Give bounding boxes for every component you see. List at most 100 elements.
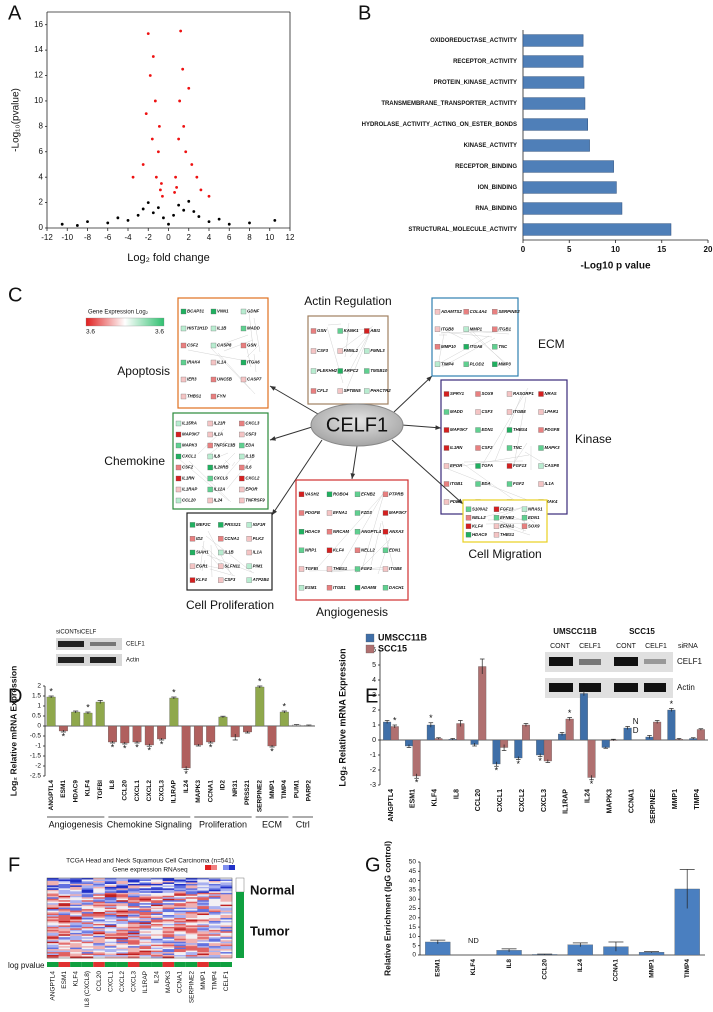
gene-label: CXCL1 (107, 971, 114, 992)
heatmap-cell (151, 929, 163, 932)
heatmap-cell (162, 903, 175, 905)
heatmap-cell (70, 901, 82, 904)
gene-label: EFNB2 (361, 491, 376, 496)
heatmap-cell (139, 935, 152, 938)
heatmap-cell (81, 910, 94, 913)
heatmap-cell (139, 919, 152, 922)
gene-label: EFNA1 (333, 510, 348, 515)
category-label: IL24 (577, 959, 584, 972)
heatmap-cell (81, 935, 94, 938)
heatmap-cell (81, 931, 94, 934)
significance-mark: * (582, 682, 586, 692)
heatmap-cell (197, 937, 210, 940)
heatmap-cell (93, 882, 106, 885)
gene-label: TMSB10 (370, 368, 388, 373)
heatmap-cell (208, 920, 221, 923)
point (136, 213, 140, 217)
edge (253, 317, 261, 353)
point (146, 201, 150, 204)
gene-node (493, 515, 500, 521)
gene-label: CCNA1 (177, 971, 184, 993)
gene-node (465, 515, 472, 521)
heatmap-cell (104, 943, 117, 945)
heatmap-cell (174, 943, 187, 945)
heatmap-cell (58, 879, 71, 882)
heatmap-cell (197, 953, 210, 956)
gene-label: HDAC9 (305, 529, 320, 534)
gene-node (443, 481, 450, 487)
bar (522, 118, 588, 131)
edge (346, 322, 350, 334)
y-tick-label: 2 (39, 198, 44, 207)
heatmap-cell (151, 895, 163, 898)
heatmap-cell (174, 918, 187, 920)
heatmap-cell (93, 923, 106, 926)
heatmap-cell (81, 894, 94, 897)
heatmap-cell (139, 916, 152, 919)
heatmap-cell (197, 897, 210, 900)
module-box (307, 315, 389, 405)
heatmap-cell (127, 907, 140, 910)
module-title: Angiogenesis (316, 605, 388, 619)
heatmap-cell (139, 878, 152, 880)
heatmap-cell (104, 923, 117, 926)
group-bar-normal (235, 877, 245, 893)
gene-label: MMP1 (200, 971, 207, 990)
bar (108, 725, 117, 743)
bar (522, 97, 586, 110)
heatmap-cell (93, 953, 106, 956)
heatmap-cell (93, 947, 106, 950)
legend-max: 3.6 (155, 329, 164, 336)
heatmap-cell (116, 952, 129, 954)
heatmap-cell (93, 938, 106, 941)
point (182, 124, 186, 128)
heatmap-cell (151, 941, 163, 944)
gene-node (175, 420, 182, 427)
heatmap-cell (151, 888, 163, 891)
pvalue-cell (58, 962, 71, 967)
heatmap-cell (104, 934, 117, 937)
heatmap-cell (197, 891, 210, 894)
heatmap-cell (93, 904, 106, 907)
gene-label: CSF3 (224, 577, 236, 582)
point (187, 199, 191, 203)
heatmap-cell (208, 946, 221, 948)
x-tick-label: 0 (521, 245, 526, 254)
category-label: ANGPTL4 (48, 780, 55, 811)
heatmap-cell (47, 938, 59, 941)
gene-node (475, 463, 481, 469)
heatmap-cell (47, 891, 59, 894)
category-label: RECEPTOR_ACTIVITY (453, 59, 517, 65)
x-axis-label: Log₂ fold change (127, 252, 210, 264)
group-label: Proliferation (199, 819, 247, 829)
heatmap-cell (58, 923, 71, 926)
y-tick-label: 0 (372, 737, 376, 744)
heatmap-cell (116, 904, 129, 907)
gene-label: MEF2C (196, 522, 211, 527)
heatmap-cell (151, 940, 163, 943)
gene-node (475, 481, 481, 487)
edge (224, 459, 231, 466)
gene-label: TNC (498, 344, 508, 349)
heatmap-cell (81, 879, 94, 882)
pvalue-cell (116, 962, 128, 967)
heatmap-cell (116, 889, 129, 892)
heatmap-cell (139, 894, 152, 897)
heatmap-cell (208, 923, 221, 926)
heatmap-cell (220, 949, 233, 951)
heatmap-cell (174, 956, 187, 959)
heatmap-cell (220, 903, 233, 905)
heatmap-cell (151, 946, 163, 948)
heatmap-cell (139, 889, 152, 892)
significance-mark: * (62, 731, 66, 741)
gene-node (298, 529, 305, 535)
blot-strip (545, 678, 673, 698)
heatmap-cell (93, 879, 106, 882)
gene-label: ADAMTS2 (440, 309, 462, 314)
edge (497, 524, 531, 536)
heatmap-cell (151, 904, 163, 907)
gene-label: TNFSF13B (214, 443, 236, 448)
heatmap-cell (220, 878, 233, 880)
heatmap-cell (220, 886, 233, 889)
significance-mark: * (184, 769, 188, 779)
